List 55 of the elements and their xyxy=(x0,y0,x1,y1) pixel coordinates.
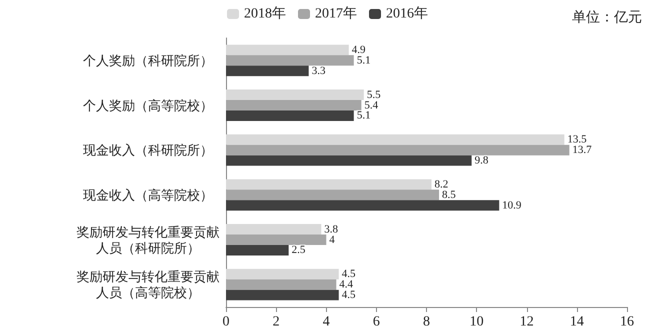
data-label: 3.8 xyxy=(324,223,338,236)
data-label: 3.3 xyxy=(312,64,326,77)
bar xyxy=(226,110,354,121)
y-tick-label: 奖励研发与转化重要贡献人员（科研院所） xyxy=(76,224,220,256)
bar xyxy=(226,190,440,200)
bar xyxy=(226,90,364,100)
bar xyxy=(226,144,570,156)
bar xyxy=(226,244,289,256)
data-label: 10.9 xyxy=(502,199,522,212)
data-label: 13.5 xyxy=(567,134,588,146)
bar xyxy=(226,268,339,280)
y-tick-label: 现金收入（科研院所） xyxy=(83,142,213,158)
x-tick-label: 2 xyxy=(272,314,280,330)
bar xyxy=(226,44,349,56)
data-label: 4 xyxy=(329,234,336,246)
data-label: 9.8 xyxy=(474,154,489,167)
bar xyxy=(226,200,500,211)
legend-label: 2018年 xyxy=(244,6,286,22)
data-label: 4.9 xyxy=(352,44,366,56)
bar xyxy=(226,224,322,235)
x-tick-label: 6 xyxy=(372,314,380,330)
bar xyxy=(226,134,564,145)
bar xyxy=(226,155,472,166)
x-tick-label: 0 xyxy=(222,314,230,330)
x-tick-label: 16 xyxy=(620,314,634,330)
data-label: 5.4 xyxy=(364,99,379,112)
x-tick-label: 14 xyxy=(570,314,584,330)
data-label: 5.1 xyxy=(356,110,371,122)
data-label: 4.5 xyxy=(342,289,356,302)
bar xyxy=(226,55,354,66)
legend-label: 2016年 xyxy=(386,6,428,22)
x-tick-label: 8 xyxy=(423,314,430,330)
bar xyxy=(226,179,432,190)
y-tick-label: 个人奖励（科研院所） xyxy=(83,52,213,68)
data-label: 2.5 xyxy=(292,244,306,256)
y-tick-label: 现金收入（高等院校） xyxy=(83,187,213,202)
bar xyxy=(226,100,362,110)
data-label: 5.1 xyxy=(356,54,371,66)
data-label: 4.5 xyxy=(342,268,356,280)
bar xyxy=(226,290,339,300)
text: 单位：亿元 xyxy=(572,10,642,26)
x-tick-label: 12 xyxy=(520,314,534,330)
y-tick-label: 奖励研发与转化重要贡献人员（高等院校） xyxy=(76,269,220,300)
bar xyxy=(226,279,336,290)
x-tick-label: 4 xyxy=(322,314,330,330)
bar xyxy=(226,66,309,76)
legend-label: 2017年 xyxy=(315,6,357,22)
data-label: 5.5 xyxy=(366,88,382,101)
data-label: 13.7 xyxy=(572,144,592,156)
x-tick-label: 10 xyxy=(470,314,484,330)
y-tick-label: 个人奖励（高等院校） xyxy=(83,98,213,113)
data-label: 8.2 xyxy=(434,178,448,190)
bar xyxy=(226,234,326,245)
data-label: 8.5 xyxy=(442,188,456,201)
data-label: 4.4 xyxy=(339,278,354,291)
